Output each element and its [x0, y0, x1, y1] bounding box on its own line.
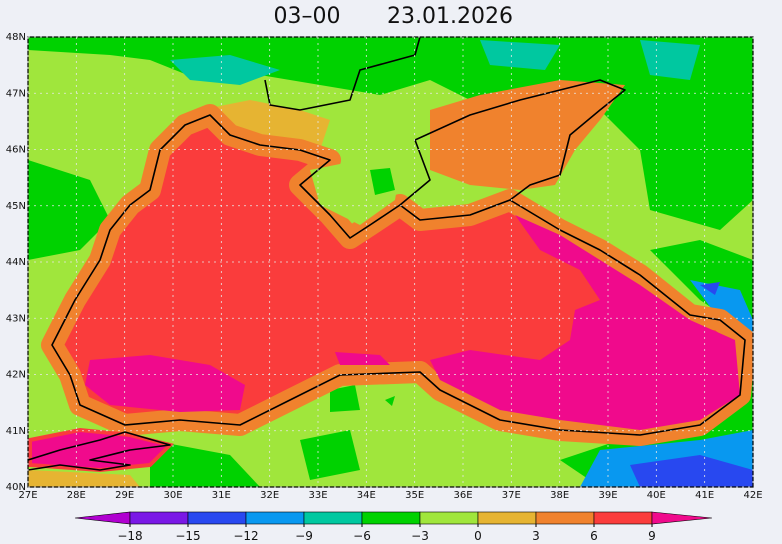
- colorbar-swatch: [593, 511, 653, 525]
- colorbar-tick-label: 0: [474, 529, 482, 543]
- lon-tick-label: 37E: [502, 490, 521, 501]
- lon-tick-label: 29E: [115, 490, 134, 501]
- lat-tick-label: 46N: [6, 145, 26, 156]
- lon-tick-label: 33E: [308, 490, 327, 501]
- lon-tick-label: 39E: [598, 490, 617, 501]
- colorbar-tick-label: −3: [411, 529, 429, 543]
- lat-tick-label: 45N: [6, 201, 26, 212]
- colorbar-swatch: [245, 511, 305, 525]
- lon-tick-label: 28E: [67, 490, 86, 501]
- lon-tick-label: 40E: [647, 490, 666, 501]
- lat-tick-label: 47N: [6, 88, 26, 99]
- colorbar-tick-label: −6: [353, 529, 371, 543]
- lat-tick-label: 44N: [6, 257, 26, 268]
- lon-tick-label: 34E: [357, 490, 376, 501]
- lon-tick-label: 32E: [260, 490, 279, 501]
- colorbar-arrow: [74, 511, 131, 525]
- time-label: 03–00: [274, 4, 341, 29]
- date-label: 23.01.2026: [387, 4, 513, 29]
- colorbar-tick-label: 6: [590, 529, 598, 543]
- lon-tick-label: 30E: [163, 490, 182, 501]
- lon-tick-label: 38E: [550, 490, 569, 501]
- colorbar-arrow: [651, 511, 713, 525]
- lon-tick-label: 27E: [18, 490, 37, 501]
- colorbar-tick-label: −12: [233, 529, 258, 543]
- lon-tick-label: 35E: [405, 490, 424, 501]
- colorbar-swatch: [477, 511, 537, 525]
- colorbar-tick-label: 3: [532, 529, 540, 543]
- colorbar-tick-label: −18: [117, 529, 142, 543]
- colorbar-tick-label: 9: [648, 529, 656, 543]
- colorbar-swatch: [419, 511, 479, 525]
- field: [28, 37, 753, 487]
- lat-tick-label: 43N: [6, 313, 26, 324]
- colorbar-tick-label: −9: [295, 529, 313, 543]
- lon-tick-label: 41E: [695, 490, 714, 501]
- lon-tick-label: 36E: [453, 490, 472, 501]
- lat-tick-label: 40N: [6, 482, 26, 493]
- lat-tick-label: 41N: [6, 426, 26, 437]
- colorbar-tick-label: −15: [175, 529, 200, 543]
- colorbar-swatch: [361, 511, 421, 525]
- lon-tick-label: 31E: [212, 490, 231, 501]
- colorbar-swatch: [187, 511, 247, 525]
- lon-tick-label: 42E: [743, 490, 762, 501]
- colorbar-swatch: [303, 511, 363, 525]
- colorbar-swatch: [129, 511, 189, 525]
- colorbar-swatch: [535, 511, 595, 525]
- lat-tick-label: 42N: [6, 370, 26, 381]
- lat-tick-label: 48N: [6, 32, 26, 43]
